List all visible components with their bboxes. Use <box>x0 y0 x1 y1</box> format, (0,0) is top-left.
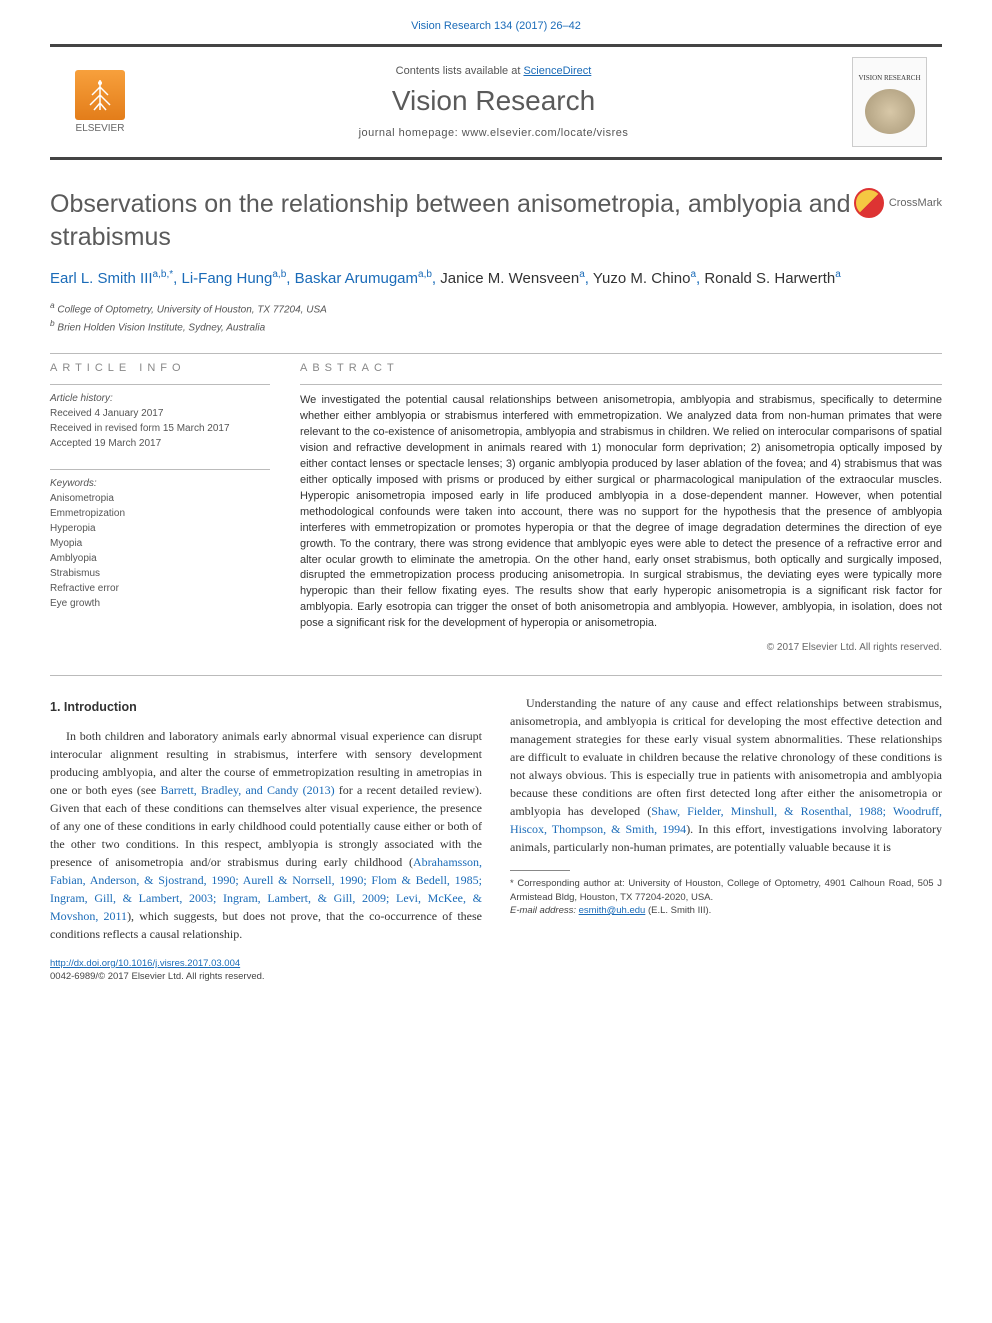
sciencedirect-link[interactable]: ScienceDirect <box>523 65 591 77</box>
section-divider <box>50 675 942 676</box>
abstract-heading: ABSTRACT <box>300 362 942 374</box>
article-title: Observations on the relationship between… <box>50 188 854 253</box>
journal-header: ELSEVIER Contents lists available at Sci… <box>50 44 942 160</box>
received-date: Received 4 January 2017 <box>50 406 270 421</box>
elsevier-label: ELSEVIER <box>65 123 135 134</box>
journal-reference: Vision Research 134 (2017) 26–42 <box>50 20 942 32</box>
email-link[interactable]: esmith@uh.edu <box>579 905 646 916</box>
email-line: E-mail address: esmith@uh.edu (E.L. Smit… <box>510 904 942 917</box>
citation-link[interactable]: Barrett, Bradley, and Candy (2013) <box>160 783 334 797</box>
article-body: 1. Introduction In both children and lab… <box>50 694 942 943</box>
elsevier-tree-icon <box>75 70 125 120</box>
revised-date: Received in revised form 15 March 2017 <box>50 421 270 436</box>
keywords-list: AnisometropiaEmmetropizationHyperopiaMyo… <box>50 491 270 611</box>
homepage-url[interactable]: www.elsevier.com/locate/visres <box>462 127 629 139</box>
doi-link[interactable]: http://dx.doi.org/10.1016/j.visres.2017.… <box>50 958 240 969</box>
article-info-column: ARTICLE INFO Article history: Received 4… <box>50 362 270 653</box>
page-footer: http://dx.doi.org/10.1016/j.visres.2017.… <box>50 957 942 984</box>
cover-title: VISION RESEARCH <box>855 71 923 85</box>
abstract-column: ABSTRACT We investigated the potential c… <box>300 362 942 653</box>
issn-copyright: 0042-6989/© 2017 Elsevier Ltd. All right… <box>50 971 265 982</box>
crossmark-badge[interactable]: CrossMark <box>854 188 942 218</box>
abstract-text: We investigated the potential causal rel… <box>300 393 942 632</box>
cover-image-icon <box>865 89 915 134</box>
elsevier-logo[interactable]: ELSEVIER <box>65 70 135 134</box>
crossmark-label: CrossMark <box>889 197 942 209</box>
journal-name: Vision Research <box>135 85 852 117</box>
paragraph-2: Understanding the nature of any cause an… <box>510 694 942 856</box>
divider <box>50 353 942 354</box>
keywords-label: Keywords: <box>50 478 270 489</box>
section-1-heading: 1. Introduction <box>50 698 482 717</box>
contents-list-line: Contents lists available at ScienceDirec… <box>135 65 852 77</box>
corresponding-author-note: * Corresponding author at: University of… <box>510 877 942 904</box>
journal-cover-thumb[interactable]: VISION RESEARCH <box>852 57 927 147</box>
crossmark-icon <box>854 188 884 218</box>
affiliations: a College of Optometry, University of Ho… <box>50 299 942 336</box>
accepted-date: Accepted 19 March 2017 <box>50 436 270 451</box>
history-label: Article history: <box>50 393 270 404</box>
paragraph-1: In both children and laboratory animals … <box>50 727 482 943</box>
homepage-line: journal homepage: www.elsevier.com/locat… <box>135 127 852 139</box>
footnote-separator <box>510 870 570 871</box>
abstract-copyright: © 2017 Elsevier Ltd. All rights reserved… <box>300 642 942 653</box>
author-list: Earl L. Smith IIIa,b,*, Li-Fang Hunga,b,… <box>50 267 942 291</box>
article-info-heading: ARTICLE INFO <box>50 362 270 374</box>
